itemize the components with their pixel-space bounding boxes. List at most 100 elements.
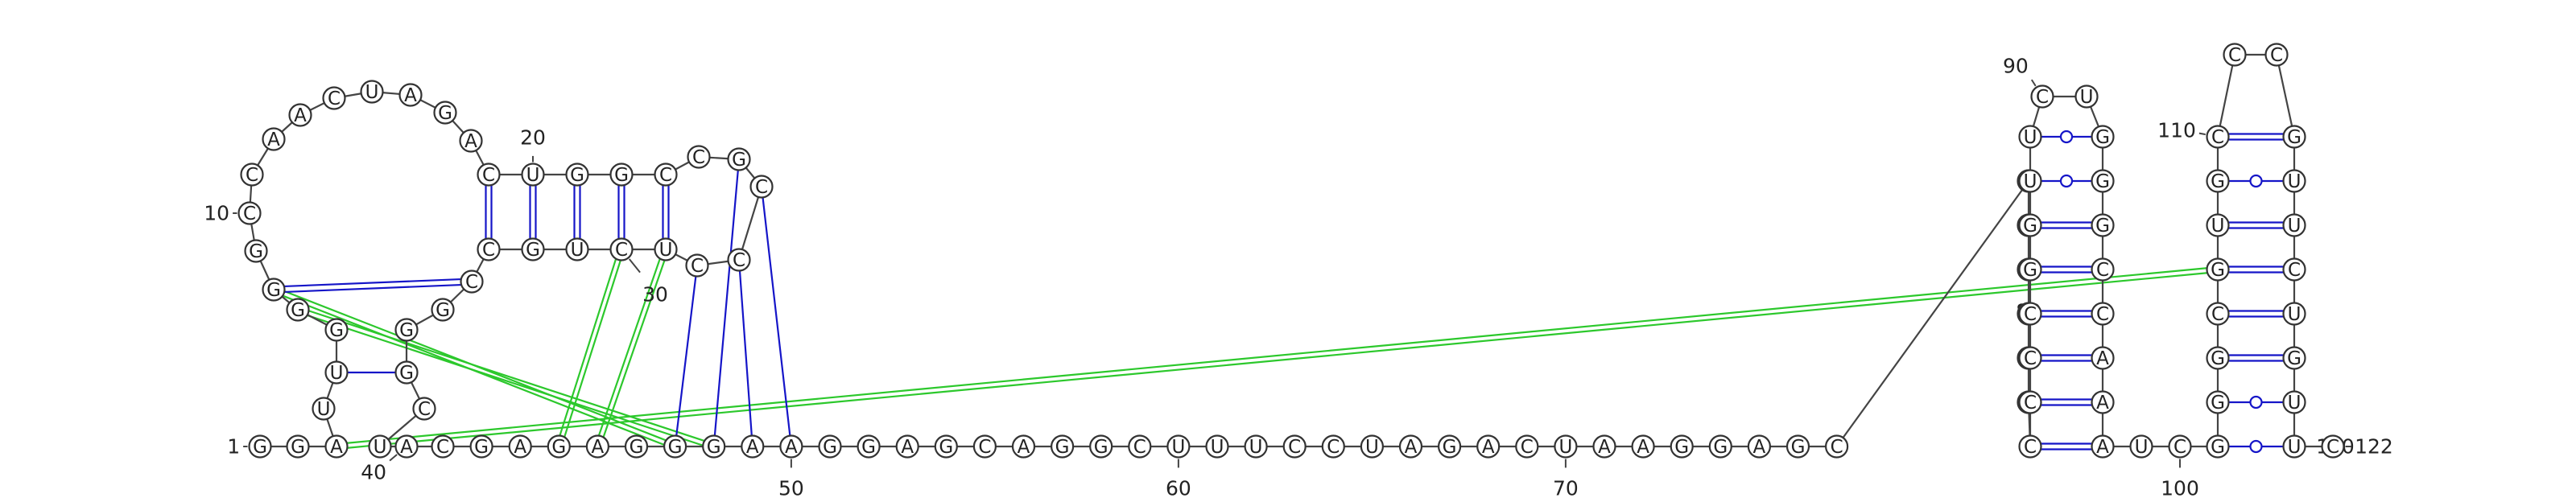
nucleotide-circle <box>609 163 634 187</box>
nucleotide: U <box>1205 434 1229 459</box>
nucleotide-circle <box>2206 257 2230 282</box>
nucleotide-circle <box>1437 434 1462 459</box>
nucleotide-circle <box>1128 434 1152 459</box>
nucleotide: C <box>2018 390 2042 414</box>
nucleotide: A <box>398 83 423 107</box>
nucleotide-circle <box>521 163 545 187</box>
nucleotide-circle <box>460 270 484 294</box>
nucleotide-circle <box>685 253 709 278</box>
nucleotide-circle <box>2030 84 2054 109</box>
nucleotide-letter: G <box>1443 437 1457 458</box>
nucleotide-letter: C <box>482 165 495 186</box>
nucleotide-circle <box>609 237 634 261</box>
nucleotide: A <box>1476 434 1501 459</box>
nucleotide-letter: G <box>399 320 414 341</box>
nucleotide: G <box>1708 434 1732 459</box>
nucleotide-circle <box>1825 434 1849 459</box>
nucleotide: A <box>459 129 483 153</box>
nucleotide: U <box>2282 169 2306 193</box>
nucleotide: G <box>857 434 881 459</box>
nucleotide-letter: G <box>570 165 584 186</box>
nucleotide-letter: G <box>291 437 305 458</box>
nucleotide-circle <box>727 248 751 272</box>
nucleotide-circle <box>2206 302 2230 326</box>
nucleotide: A <box>2091 390 2115 414</box>
nucleotide-circle <box>2282 257 2306 282</box>
nucleotide-letter: C <box>615 240 628 261</box>
nucleotide: C <box>685 253 709 278</box>
nucleotide: A <box>288 103 312 127</box>
nucleotide-letter: G <box>2211 260 2225 281</box>
nucleotide: A <box>585 434 610 459</box>
nucleotide: U <box>1166 434 1191 459</box>
nucleotide: C <box>237 201 262 225</box>
nucleotide-circle <box>1476 434 1501 459</box>
nucleotide: U <box>1360 434 1385 459</box>
nucleotide-letter: G <box>266 280 281 301</box>
nucleotide: G <box>2091 125 2115 149</box>
nucleotide: G <box>2018 213 2042 237</box>
nucleotide-letter: U <box>2288 216 2301 237</box>
position-label: 10 <box>204 202 229 225</box>
nucleotide-letter: G <box>249 241 263 262</box>
nucleotide: U <box>654 237 678 261</box>
nucleotide: U <box>2282 390 2306 414</box>
nucleotide: U <box>2282 213 2306 237</box>
nucleotide-circle <box>2282 302 2306 326</box>
nucleotide-letter: A <box>1637 437 1649 458</box>
nucleotide-circle <box>2091 257 2115 282</box>
nucleotide-circle <box>508 434 532 459</box>
nucleotide-letter: G <box>291 300 305 321</box>
nucleotide-letter: G <box>551 437 566 458</box>
nucleotide-letter: G <box>2211 348 2225 369</box>
nucleotide-circle <box>1747 434 1771 459</box>
nucleotide: G <box>1437 434 1462 459</box>
nucleotide-circle <box>654 237 678 261</box>
nucleotide: C <box>972 434 997 459</box>
nucleotide-letter: A <box>746 437 759 458</box>
nucleotide: C <box>2206 302 2230 326</box>
wobble-pair-marker <box>2249 395 2263 409</box>
backbone-segment <box>2216 54 2236 138</box>
nucleotide: A <box>262 127 286 151</box>
nucleotide-letter: C <box>755 177 768 198</box>
nucleotide-circle <box>2018 434 2042 459</box>
nucleotide-letter: A <box>2096 437 2109 458</box>
nucleotide-letter: A <box>404 85 417 106</box>
nucleotide-circle <box>663 434 687 459</box>
nucleotide: G <box>324 318 349 342</box>
nucleotide-letter: G <box>2023 260 2037 281</box>
nucleotide-letter: C <box>243 204 256 224</box>
nucleotide-circle <box>2091 213 2115 237</box>
position-label: 40 <box>361 461 386 484</box>
nucleotide-circle <box>322 86 346 110</box>
long-range-pair-line <box>602 260 666 438</box>
nucleotide: A <box>1747 434 1771 459</box>
position-label: 50 <box>778 477 804 500</box>
nucleotide-letter: G <box>329 320 344 341</box>
nucleotide: U <box>1244 434 1268 459</box>
nucleotide-circle <box>2091 169 2115 193</box>
nucleotide-letter: C <box>692 147 705 168</box>
nucleotide-letter: U <box>659 240 673 261</box>
nucleotide: G <box>394 360 419 385</box>
long-range-pair-line <box>738 270 753 436</box>
nucleotide-letter: A <box>1018 437 1030 458</box>
nucleotide-letter: G <box>668 437 683 458</box>
nucleotide-circle <box>433 101 457 125</box>
nucleotide-circle <box>741 434 765 459</box>
nucleotide-circle <box>2091 390 2115 414</box>
nucleotide: A <box>508 434 532 459</box>
nucleotide-circle <box>286 434 310 459</box>
nucleotide-letter: G <box>399 363 414 384</box>
nucleotide-letter: C <box>418 399 431 420</box>
nucleotide-circle <box>1089 434 1113 459</box>
nucleotide: G <box>2091 169 2115 193</box>
nucleotide-circle <box>312 397 336 421</box>
backbone-segment <box>737 186 763 261</box>
nucleotide-circle <box>2282 346 2306 370</box>
wobble-pair-marker <box>2059 130 2074 144</box>
nucleotide: C <box>2018 346 2042 370</box>
nucleotide: C <box>2030 84 2054 109</box>
